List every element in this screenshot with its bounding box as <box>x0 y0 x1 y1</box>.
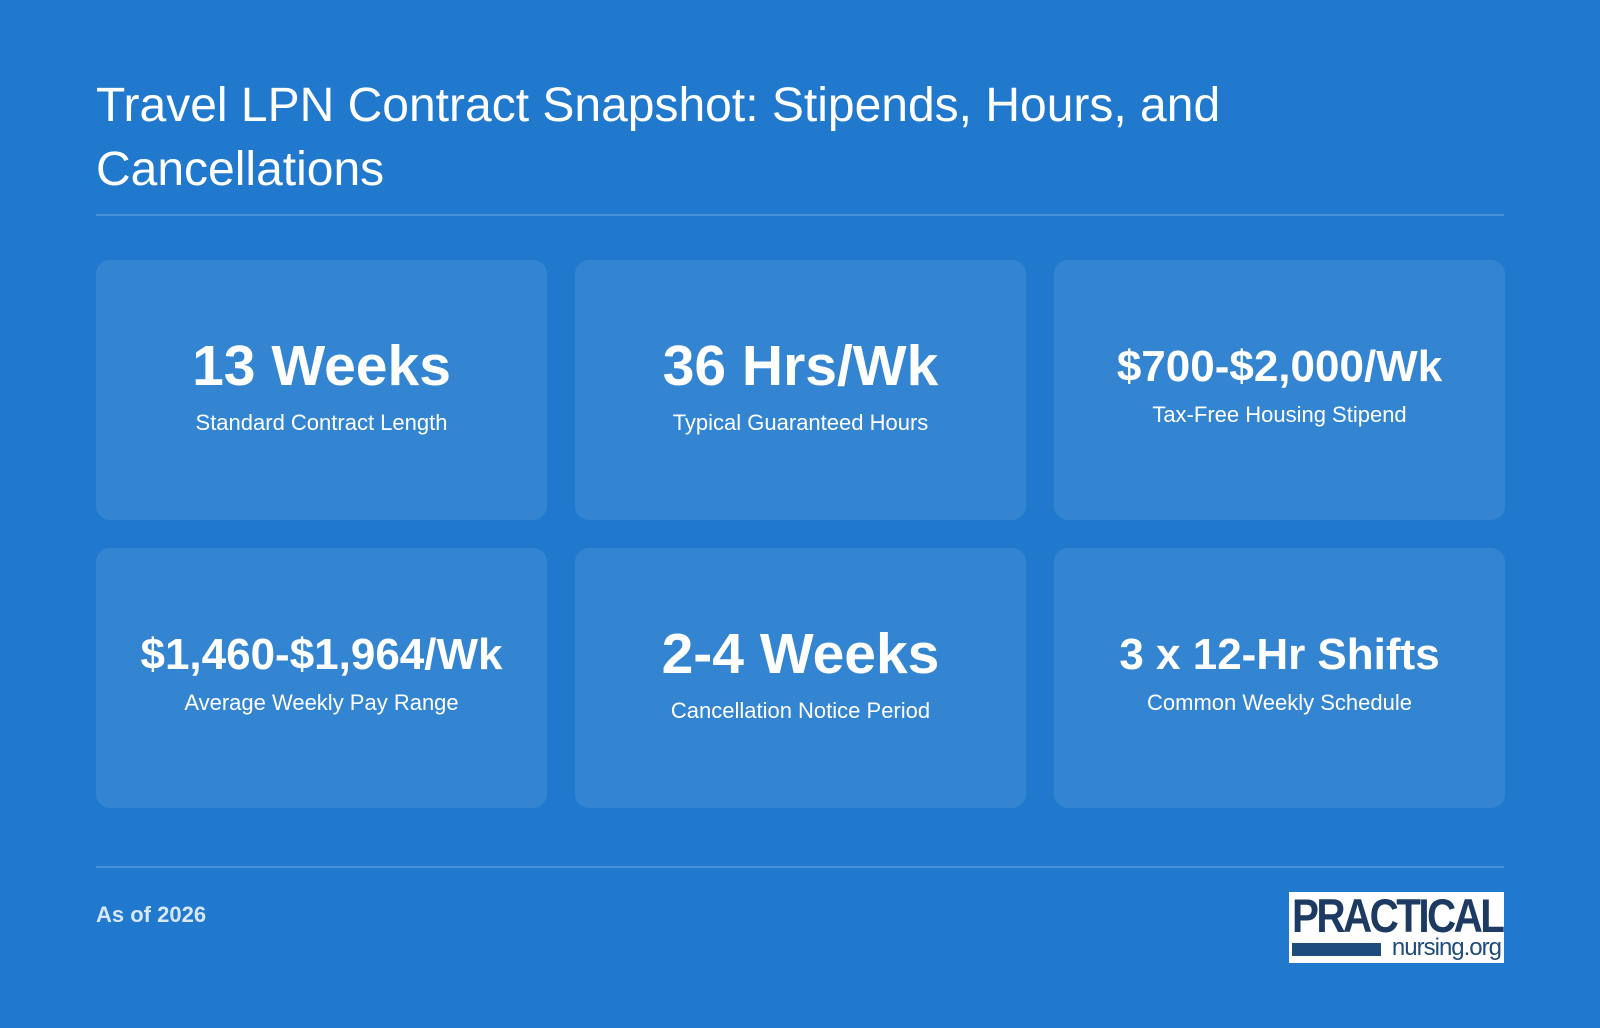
stat-value: 13 Weeks <box>192 334 451 399</box>
stat-value: $1,460-$1,964/Wk <box>140 629 503 679</box>
page-title: Travel LPN Contract Snapshot: Stipends, … <box>96 79 1221 196</box>
footer-divider <box>96 866 1504 868</box>
stat-card-guaranteed-hours: 36 Hrs/Wk Typical Guaranteed Hours <box>575 260 1026 520</box>
stat-label: Common Weekly Schedule <box>1147 690 1412 716</box>
infographic: Travel LPN Contract Snapshot: Stipends, … <box>96 0 1505 1028</box>
stat-value: 2-4 Weeks <box>661 622 940 687</box>
logo-domain: nursing.org <box>1391 934 1502 961</box>
stat-card-cancellation-notice: 2-4 Weeks Cancellation Notice Period <box>575 548 1026 808</box>
stat-label: Average Weekly Pay Range <box>184 690 459 716</box>
stat-label: Cancellation Notice Period <box>670 697 931 723</box>
stat-label: Standard Contract Length <box>195 409 448 435</box>
stat-card-weekly-schedule: 3 x 12-Hr Shifts Common Weekly Schedule <box>1054 548 1505 808</box>
logo-footer: nursing.org <box>1289 935 1504 961</box>
logo-wordmark: PRACTICAL <box>1292 892 1504 942</box>
stat-label: Typical Guaranteed Hours <box>672 409 929 435</box>
stat-card-weekly-pay: $1,460-$1,964/Wk Average Weekly Pay Rang… <box>96 548 547 808</box>
stat-label: Tax-Free Housing Stipend <box>1152 402 1407 428</box>
as-of-date: As of 2026 <box>96 902 207 927</box>
stat-card-contract-length: 13 Weeks Standard Contract Length <box>96 260 547 520</box>
stat-value: $700-$2,000/Wk <box>1116 341 1443 391</box>
stats-grid: 13 Weeks Standard Contract Length 36 Hrs… <box>96 260 1505 808</box>
stat-value: 36 Hrs/Wk <box>662 334 939 399</box>
title-divider <box>96 214 1504 216</box>
logo-bar <box>1292 943 1381 956</box>
stat-card-housing-stipend: $700-$2,000/Wk Tax-Free Housing Stipend <box>1054 260 1505 520</box>
practical-nursing-logo: PRACTICAL nursing.org <box>1289 892 1504 963</box>
stat-value: 3 x 12-Hr Shifts <box>1119 629 1440 679</box>
